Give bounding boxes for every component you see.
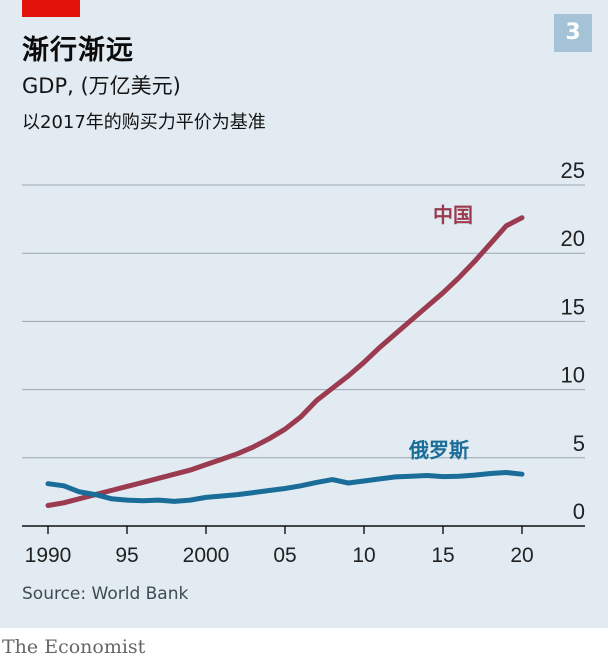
x-tick-label: 05 [273, 544, 296, 567]
y-axis-ticks: 0 5 10 15 20 25 [561, 158, 585, 524]
series-line-1 [45, 470, 525, 504]
x-tick-label: 2000 [183, 544, 230, 567]
y-tick-label: 10 [561, 363, 585, 388]
y-tick-label: 0 [573, 499, 585, 524]
economist-logo-text: The Economist [2, 636, 146, 658]
chart-card: 3 渐行渐远 GDP, (万亿美元) 以2017年的购买力平价为基准 0 5 10 1… [0, 0, 608, 628]
x-tick-label: 20 [510, 544, 533, 567]
y-tick-label: 5 [573, 431, 585, 456]
series-line-0 [45, 215, 525, 508]
chart-title: 渐行渐远 [22, 35, 134, 66]
y-tick-label: 25 [561, 158, 585, 183]
brand-red-bar [22, 0, 80, 17]
x-tick-label: 1990 [25, 544, 72, 567]
y-tick-label: 15 [561, 294, 585, 319]
gridlines [22, 184, 585, 459]
x-axis: 1990 95 2000 05 10 15 20 [22, 525, 585, 567]
series-label-0: 中国 [433, 203, 473, 227]
chart-subtitle: GDP, (万亿美元) [22, 74, 181, 98]
series-lines [45, 215, 525, 508]
x-tick-label: 15 [431, 544, 454, 567]
y-tick-label: 20 [561, 226, 585, 251]
page-number-badge: 3 [554, 14, 592, 52]
series-label-1: 俄罗斯 [408, 438, 469, 462]
x-tick-label: 10 [352, 544, 375, 567]
x-tick-label: 95 [115, 544, 138, 567]
chart-note: 以2017年的购买力平价为基准 [22, 112, 266, 133]
source-note: Source: World Bank [22, 584, 189, 604]
